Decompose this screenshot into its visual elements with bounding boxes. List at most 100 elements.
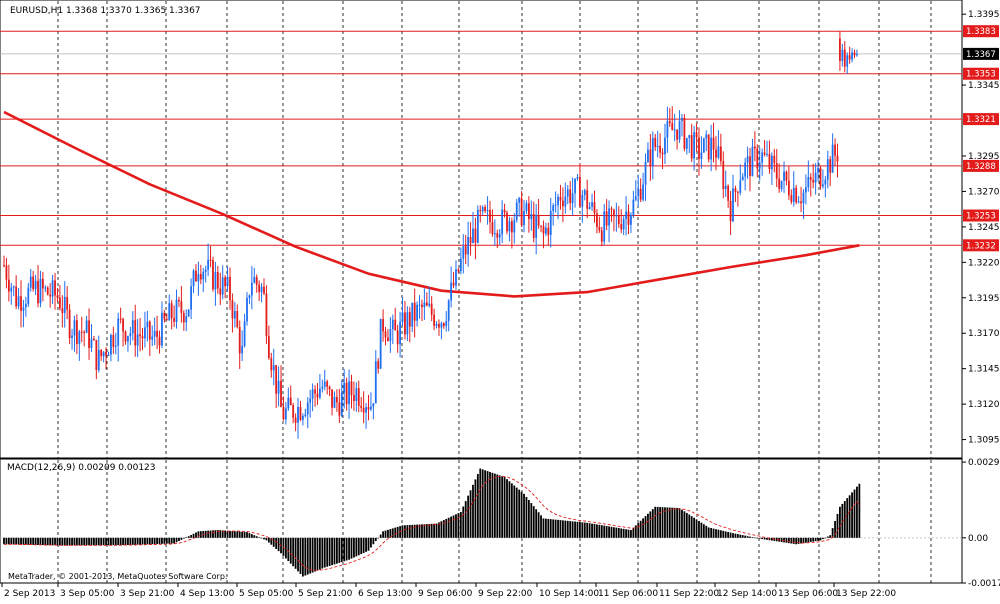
macd-bar: [214, 530, 217, 538]
macd-bar: [416, 524, 418, 538]
macd-bar: [326, 537, 329, 567]
macd-bar: [433, 523, 436, 538]
candle-body: [202, 271, 205, 280]
candle-body: [496, 233, 499, 238]
candle-body: [841, 49, 844, 61]
candle-body: [581, 194, 584, 207]
macd-bar: [185, 537, 188, 539]
price-tick-label: 1.3245: [968, 223, 1000, 233]
candle-body: [134, 320, 137, 346]
candle-body: [396, 330, 399, 345]
macd-bar: [586, 522, 589, 538]
candle-body: [248, 295, 251, 298]
macd-bar: [630, 530, 632, 538]
candle-body: [76, 320, 78, 345]
candle-body: [267, 336, 270, 359]
candle-body: [486, 209, 489, 212]
macd-bar: [243, 531, 246, 538]
candle-body: [93, 338, 95, 341]
macd-bar: [377, 537, 380, 539]
macd-bar: [637, 523, 640, 538]
candle-body: [258, 284, 261, 293]
macd-bar: [574, 521, 576, 538]
macd-bar: [610, 526, 613, 538]
macd-bar: [408, 525, 411, 538]
macd-bar: [61, 537, 64, 546]
candle-body: [566, 189, 569, 197]
macd-bar: [306, 537, 309, 575]
signal-line: [4, 476, 860, 571]
macd-bar: [246, 532, 248, 538]
macd-bar: [632, 527, 635, 538]
candle-body: [387, 337, 389, 342]
macd-bar: [464, 501, 467, 538]
candle-body: [7, 279, 10, 292]
candle-body: [127, 336, 129, 342]
candle-body: [411, 302, 414, 327]
macd-bar: [442, 520, 445, 538]
macd-bar: [321, 537, 324, 569]
macd-bar: [476, 473, 479, 538]
candle-body: [605, 211, 608, 226]
time-tick-label: 9 Sep 06:00: [418, 589, 473, 599]
macd-bar: [544, 518, 547, 538]
candle-body: [557, 196, 559, 205]
candle-body: [195, 270, 197, 282]
candle-body: [817, 167, 819, 173]
macd-bar: [498, 475, 501, 538]
macd-bar: [593, 524, 596, 538]
macd-bar: [447, 517, 450, 538]
candle-body: [734, 188, 737, 192]
macd-bar: [469, 490, 472, 538]
candle-body: [56, 295, 59, 298]
macd-bar: [527, 500, 530, 538]
candle-body: [562, 200, 564, 207]
candle-body: [809, 177, 812, 180]
macd-bar: [676, 507, 679, 538]
macd-bar: [525, 496, 528, 538]
candle-body: [224, 277, 227, 287]
macd-bar: [85, 537, 88, 546]
candle-body: [775, 163, 778, 179]
candle-body: [377, 361, 380, 369]
candle-body: [664, 137, 666, 155]
candle-body: [625, 211, 627, 220]
level-label-box: [963, 159, 999, 172]
candle-body: [455, 269, 457, 286]
candle-body: [190, 286, 193, 310]
macd-bar: [51, 537, 54, 546]
candle-body: [705, 134, 708, 139]
candle-body: [136, 334, 139, 346]
macd-bar: [734, 533, 737, 538]
candle-body: [479, 210, 482, 212]
macd-bar: [355, 537, 358, 557]
macd-bar: [654, 506, 657, 538]
horizontal-levels: [0, 30, 962, 246]
candle-body: [39, 278, 42, 304]
macd-bar: [345, 537, 348, 561]
macd-bar: [693, 517, 696, 538]
macd-bar: [547, 518, 550, 538]
candle-body: [826, 159, 829, 180]
candle-body: [319, 388, 321, 398]
candle-body: [139, 334, 141, 337]
macd-bar: [571, 521, 574, 538]
candle-body: [178, 299, 180, 302]
macd-bar: [348, 537, 350, 560]
candle-body: [430, 303, 433, 315]
candle-body: [506, 212, 508, 232]
macd-bar: [331, 537, 333, 566]
macd-bar: [549, 519, 552, 538]
macd-tick-label: 0.00293: [968, 458, 1000, 468]
candle-body: [851, 52, 853, 60]
candle-body: [673, 129, 676, 131]
level-label-box: [963, 67, 999, 80]
candle-body: [255, 277, 258, 285]
candle-body: [333, 396, 336, 408]
candle-body: [80, 331, 83, 333]
candlesticks: [3, 31, 858, 439]
macd-bar: [292, 537, 295, 567]
time-tick-label: 13 Sep 06:00: [778, 589, 838, 599]
macd-bar: [406, 525, 409, 538]
